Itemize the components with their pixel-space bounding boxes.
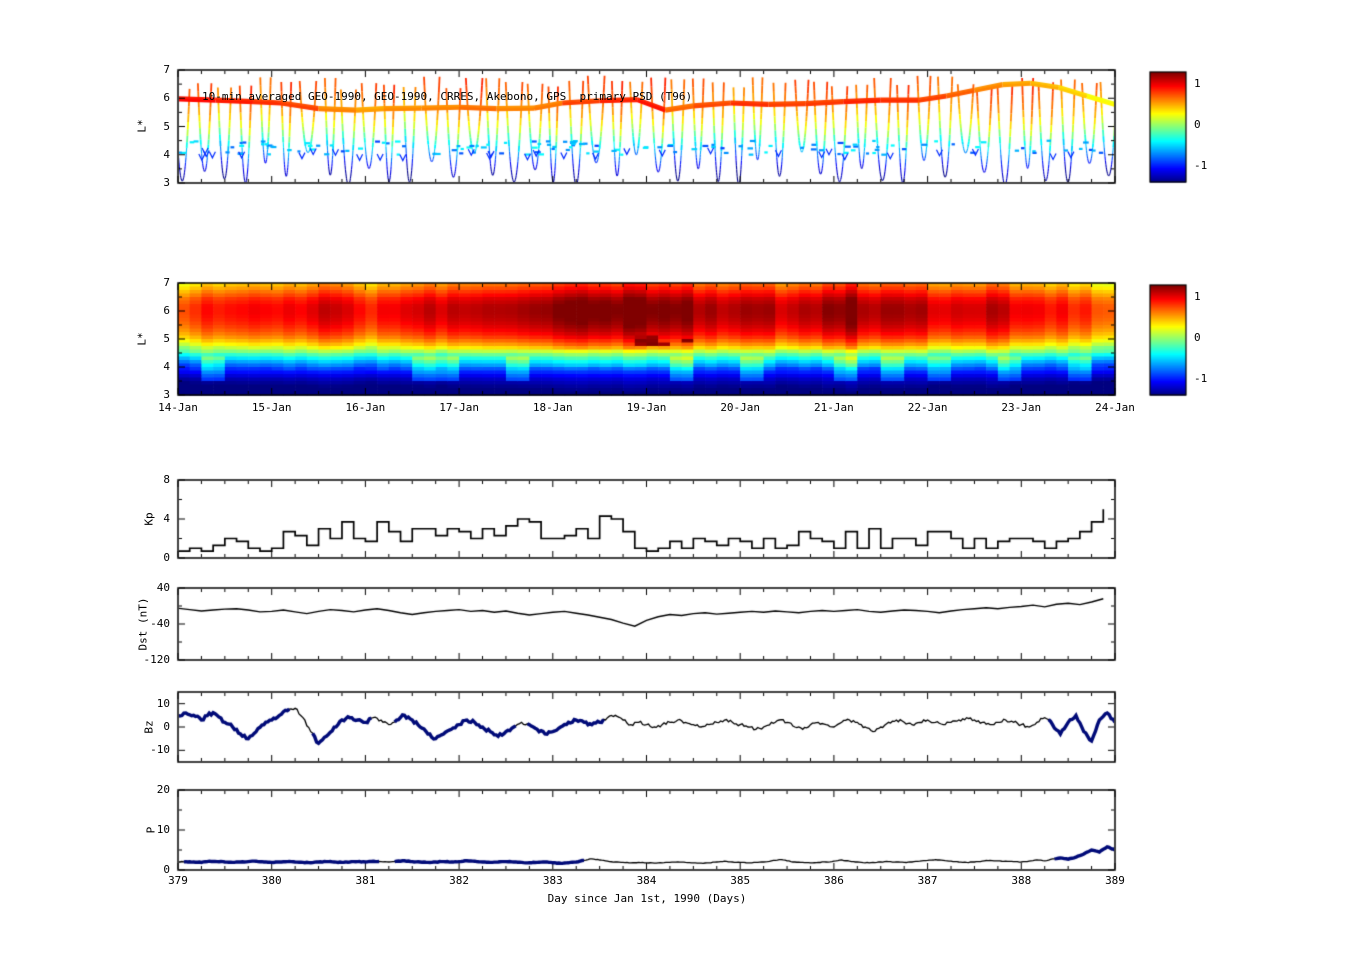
panel1-title: 10-min averaged GEO-1990, GEO-1990, CRRE… (202, 90, 693, 103)
panel1-ytick-5: 5 (163, 119, 170, 133)
colorbar2-tick-1: 1 (1194, 290, 1201, 304)
p-ytick-10: 10 (156, 823, 170, 836)
p-ytick-0: 0 (163, 863, 170, 876)
panel2-ytick-5: 5 (163, 332, 170, 345)
kp-ytick-0: 0 (163, 551, 170, 564)
day-xtick-389: 389 (1105, 874, 1125, 887)
p-ytick-20: 20 (156, 783, 170, 796)
panel2-ytick-7: 7 (163, 276, 170, 289)
bz-ytick-10: 10 (156, 696, 170, 710)
colorbar2-tick--1: -1 (1194, 371, 1208, 385)
panel4-ylabel: Dst (nT) (136, 597, 150, 651)
kp-ytick-8: 8 (163, 473, 170, 486)
kp-ytick-4: 4 (163, 512, 170, 525)
date-label-22-Jan: 22-Jan (907, 401, 948, 414)
panel1-ytick-7: 7 (163, 63, 170, 76)
day-xtick-383: 383 (542, 874, 563, 887)
day-xtick-388: 388 (1011, 874, 1032, 887)
day-xtick-386: 386 (823, 874, 844, 887)
panel1-ytick-6: 6 (163, 91, 170, 105)
colorbar2-tick-0: 0 (1194, 330, 1201, 344)
colorbar1-tick-1: 1 (1194, 77, 1201, 91)
colorbar1-tick-0: 0 (1194, 117, 1201, 131)
date-label-16-Jan: 16-Jan (345, 401, 386, 414)
dst-ytick--40: -40 (150, 617, 170, 630)
day-xtick-382: 382 (449, 874, 470, 887)
day-xtick-380: 380 (261, 874, 282, 887)
date-label-21-Jan: 21-Jan (814, 401, 854, 414)
x-axis-label: Day since Jan 1st, 1990 (Days) (547, 892, 747, 905)
day-xtick-384: 384 (636, 874, 657, 887)
date-label-15-Jan: 15-Jan (251, 401, 292, 414)
date-label-24-Jan: 24-Jan (1095, 401, 1135, 414)
colorbar1-tick--1: -1 (1194, 158, 1208, 172)
panel2-ytick-6: 6 (163, 304, 170, 317)
panel2-ytick-4: 4 (163, 360, 170, 373)
dst-ytick--120: -120 (143, 653, 171, 666)
bz-ytick-0: 0 (163, 720, 170, 733)
day-xtick-387: 387 (917, 874, 938, 887)
panel1-ytick-4: 4 (163, 147, 170, 161)
panel1-ylabel: L* (135, 119, 149, 133)
date-label-14-Jan: 14-Jan (158, 401, 198, 414)
panel5-ylabel: Bz (142, 720, 156, 734)
bz-ytick--10: -10 (150, 743, 170, 757)
panel3-ylabel: Kp (142, 512, 156, 526)
day-xtick-385: 385 (730, 874, 751, 887)
date-label-17-Jan: 17-Jan (439, 401, 479, 414)
date-label-23-Jan: 23-Jan (1001, 401, 1042, 414)
date-label-20-Jan: 20-Jan (720, 401, 761, 414)
date-label-19-Jan: 19-Jan (626, 401, 667, 414)
day-xtick-379: 379 (168, 874, 188, 887)
date-label-18-Jan: 18-Jan (532, 401, 573, 414)
panel1-ytick-3: 3 (163, 176, 170, 189)
dst-ytick-40: 40 (156, 581, 170, 594)
day-xtick-381: 381 (355, 874, 376, 887)
panel2-ytick-3: 3 (163, 388, 170, 401)
panel2-ylabel: L* (135, 332, 149, 346)
panel6-ylabel: P (144, 826, 158, 834)
